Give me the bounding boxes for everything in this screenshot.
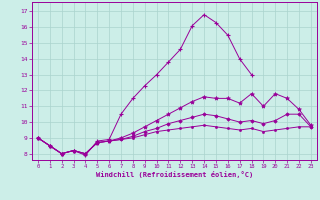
X-axis label: Windchill (Refroidissement éolien,°C): Windchill (Refroidissement éolien,°C): [96, 171, 253, 178]
